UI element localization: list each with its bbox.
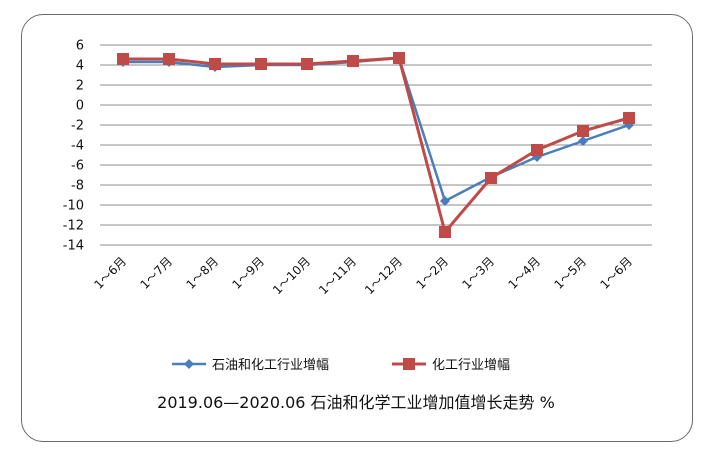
y-tick-label: -6	[71, 159, 84, 174]
legend-marker	[403, 358, 415, 370]
data-point	[117, 53, 129, 65]
data-point	[209, 58, 221, 70]
y-tick-label: -4	[71, 139, 84, 154]
x-tick-label: 1～9月	[229, 254, 267, 292]
legend-label: 化工行业增幅	[432, 358, 510, 373]
series-line	[123, 56, 630, 203]
data-point	[531, 144, 543, 156]
data-point	[578, 136, 588, 146]
x-tick-label: 1～3月	[459, 254, 497, 292]
x-tick-label: 1～4月	[505, 254, 543, 292]
x-tick-label: 1～7月	[137, 254, 175, 292]
legend-marker	[184, 359, 194, 369]
y-tick-label: -2	[71, 119, 84, 134]
x-tick-label: 1～5月	[551, 254, 589, 292]
legend-label: 石油和化工行业增幅	[212, 358, 329, 373]
data-point	[163, 53, 175, 65]
legend-entry-1: 石油和化工行业增幅	[172, 358, 329, 373]
y-axis-ticks: 6 4 2 0 -2 -4 -6 -8 -10 -12 -14	[63, 39, 84, 254]
series-layer	[117, 52, 635, 238]
y-tick-label: 0	[76, 99, 84, 114]
data-point	[485, 172, 497, 184]
chart-title: 2019.06—2020.06 石油和化学工业增加值增长走势 %	[157, 393, 555, 412]
y-tick-label: 2	[76, 79, 84, 94]
x-axis-ticks: 1～6月 1～7月 1～8月 1～9月 1～10月 1～11月 1～12月 1～2月 1～3月 1…	[91, 254, 635, 297]
y-tick-label: 4	[76, 59, 84, 74]
data-point	[440, 196, 450, 206]
y-tick-label: -10	[63, 199, 84, 214]
x-tick-label: 1～8月	[183, 254, 221, 292]
series-line	[123, 56, 630, 234]
series-1	[118, 53, 634, 206]
x-tick-label: 1～2月	[413, 254, 451, 292]
series-2	[117, 52, 635, 238]
x-tick-label: 1～11月	[316, 254, 359, 297]
x-tick-label: 1～12月	[362, 254, 405, 297]
data-point	[577, 125, 589, 137]
x-tick-label: 1～6月	[597, 254, 635, 292]
y-tick-label: 6	[76, 39, 84, 54]
data-point	[439, 226, 451, 238]
legend: 石油和化工行业增幅 化工行业增幅	[172, 358, 510, 373]
x-tick-label: 1～6月	[91, 254, 129, 292]
data-point	[623, 112, 635, 124]
x-tick-label: 1～10月	[270, 254, 313, 297]
data-point	[347, 55, 359, 67]
data-point	[255, 58, 267, 70]
y-tick-label: -12	[63, 219, 84, 234]
y-tick-label: -14	[63, 239, 84, 254]
y-tick-label: -8	[71, 179, 84, 194]
legend-entry-2: 化工行业增幅	[392, 358, 510, 373]
data-point	[393, 52, 405, 64]
data-point	[301, 58, 313, 70]
